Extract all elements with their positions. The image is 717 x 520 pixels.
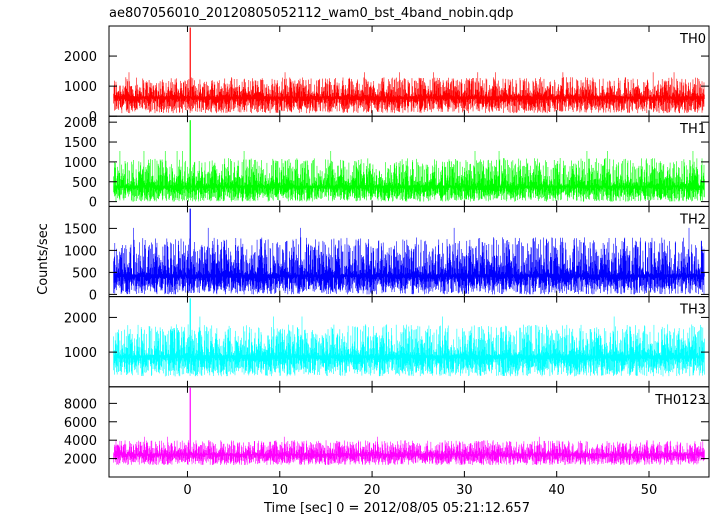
- x-tick-label: 40: [548, 483, 565, 498]
- panel-label: TH0123: [654, 393, 706, 408]
- y-tick-label: 500: [72, 176, 97, 191]
- y-tick-label: 0: [89, 196, 97, 211]
- series-th0123-line: [113, 436, 705, 466]
- y-tick-label: 1500: [64, 136, 97, 151]
- y-tick-label: 2000: [64, 311, 97, 326]
- y-tick-label: 8000: [64, 397, 97, 412]
- x-tick-label: 0: [183, 483, 191, 498]
- x-tick-label: 30: [456, 483, 473, 498]
- y-tick-label: 0: [89, 288, 97, 303]
- x-tick-label: 10: [271, 483, 288, 498]
- chart-title: ae807056010_20120805052112_wam0_bst_4ban…: [109, 6, 514, 21]
- series-th0-line: [113, 72, 705, 114]
- panel-label: TH0: [679, 32, 706, 47]
- panel-th0123: 2000 4000 6000 8000 TH0123: [64, 386, 710, 478]
- y-tick-label: 0: [89, 110, 97, 125]
- panel-th2: 0 500 1000 1500 TH2: [64, 205, 710, 303]
- x-tick-label: 50: [641, 483, 658, 498]
- y-tick-label: 1000: [64, 346, 97, 361]
- y-tick-label: 1000: [64, 156, 97, 171]
- x-tick-label: 20: [364, 483, 381, 498]
- y-tick-label: 4000: [64, 434, 97, 449]
- y-tick-label: 1500: [64, 222, 97, 237]
- y-tick-label: 500: [72, 266, 97, 281]
- series-th3-line: [113, 316, 705, 377]
- y-tick-label: 2000: [64, 50, 97, 65]
- panel-label: TH2: [679, 212, 706, 227]
- panel-th1: 0 500 1000 1500 2000 TH1: [64, 115, 710, 211]
- y-axis-label: Counts/sec: [36, 223, 51, 295]
- x-axis-label: Time [sec] 0 = 2012/08/05 05:21:12.657: [263, 501, 530, 516]
- series-th2-line: [113, 227, 705, 295]
- panel-label: TH1: [679, 122, 706, 137]
- panel-th0: 0 1000 2000 TH0: [64, 25, 710, 125]
- panel-label: TH3: [679, 303, 706, 318]
- y-tick-label: 1000: [64, 80, 97, 95]
- y-tick-label: 2000: [64, 453, 97, 468]
- y-tick-label: 2000: [64, 116, 97, 131]
- panel-th3: 1000 2000 TH3: [64, 296, 710, 388]
- panel-frame-th0123: [108, 386, 710, 478]
- series-th1-line: [113, 150, 705, 202]
- y-tick-label: 6000: [64, 416, 97, 431]
- y-tick-label: 1000: [64, 244, 97, 259]
